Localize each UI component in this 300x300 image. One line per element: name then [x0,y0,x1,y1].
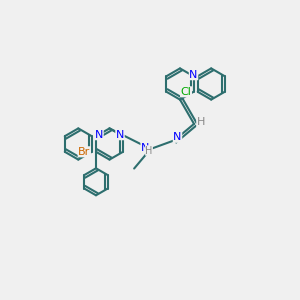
Text: H: H [145,146,153,155]
Text: Br: Br [78,147,90,157]
Text: N: N [141,142,149,152]
Text: H: H [196,117,205,128]
Text: N: N [189,70,198,80]
Text: Cl: Cl [181,87,191,97]
Text: N: N [116,130,124,140]
Text: N: N [95,130,103,140]
Text: N: N [173,132,182,142]
